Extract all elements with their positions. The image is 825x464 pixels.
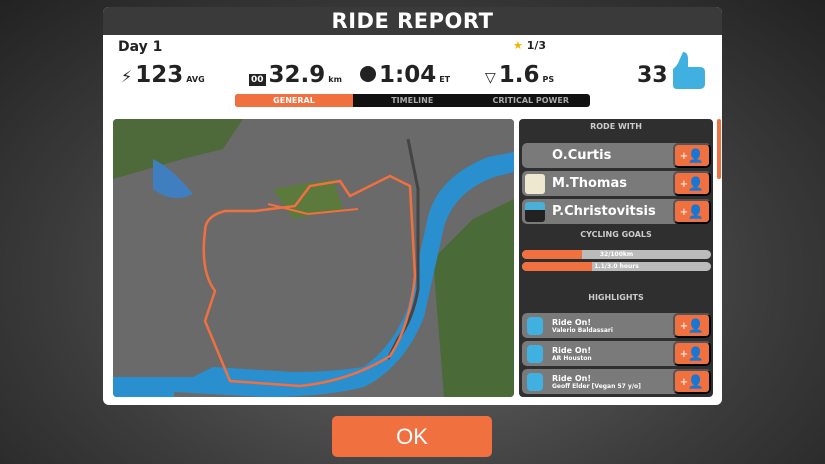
distance-unit: km	[328, 75, 342, 84]
tab-general[interactable]: GENERAL	[235, 94, 353, 107]
pizza-unit: PS	[542, 75, 555, 84]
rider-row[interactable]: M.Thomas +👤	[522, 171, 711, 196]
follow-button[interactable]: +👤	[673, 313, 711, 338]
jersey-icon	[525, 173, 545, 194]
highlight-name: Geoff Elder [Vegan 57 y/o]	[552, 382, 641, 390]
rider-name: M.Thomas	[552, 176, 627, 191]
highlight-name: Valerio Baldassari	[552, 326, 613, 334]
river	[113, 152, 514, 397]
cycling-goals-header: CYCLING GOALS	[580, 230, 652, 239]
time-goal-bar: 1.1/3.0 hours	[522, 262, 711, 271]
avg-power-unit: AVG	[186, 75, 205, 84]
thumbs-up-icon	[527, 345, 543, 363]
pizza-value: 1.6	[498, 62, 540, 88]
distance-goal-bar: 32/100km	[522, 250, 711, 259]
ride-on-count: 33	[637, 63, 668, 88]
pizza-stat: ▽ 1.6 PS	[485, 62, 554, 88]
ride-report-dialog: RIDE REPORT Day 1 ⚡ 123 AVG 00 32.9 km 1:0…	[103, 7, 722, 405]
day-label: Day 1	[118, 39, 163, 55]
highlight-row[interactable]: Ride On! AR Houston +👤	[522, 341, 711, 366]
follow-button[interactable]: +👤	[673, 143, 711, 168]
pond	[153, 159, 193, 198]
side-panel-scrollbar[interactable]	[717, 119, 721, 179]
time-value: 1:04	[379, 62, 437, 88]
park-area	[113, 119, 243, 179]
star-icon: ★	[513, 39, 523, 52]
ok-button[interactable]: OK	[332, 416, 492, 457]
side-panel: RODE WITH O.Curtis +👤 M.Thomas +👤 P.Christ…	[519, 119, 713, 397]
rider-row[interactable]: O.Curtis +👤	[522, 143, 711, 168]
clock-icon	[360, 66, 376, 82]
jersey-icon	[525, 201, 545, 222]
rider-row[interactable]: P.Christovitsis +👤	[522, 199, 711, 224]
highlight-row[interactable]: Ride On! Geoff Elder [Vegan 57 y/o] +👤	[522, 369, 711, 394]
distance-value: 32.9	[268, 62, 326, 88]
star-count: 1/3	[526, 39, 547, 52]
follow-button[interactable]: +👤	[673, 171, 711, 196]
route-map[interactable]	[113, 119, 514, 397]
rode-with-header: RODE WITH	[590, 122, 642, 131]
highlight-name: AR Houston	[552, 354, 592, 362]
avg-power-value: 123	[135, 62, 184, 88]
tab-timeline[interactable]: TIMELINE	[391, 96, 434, 105]
follow-button[interactable]: +👤	[673, 369, 711, 394]
highlight-title: Ride On!	[552, 345, 591, 355]
dialog-title: RIDE REPORT	[103, 7, 722, 35]
follow-button[interactable]: +👤	[673, 341, 711, 366]
follow-button[interactable]: +👤	[673, 199, 711, 224]
avg-power-stat: ⚡ 123 AVG	[121, 62, 205, 88]
time-unit: ET	[439, 75, 451, 84]
goal-label: 1.1/3.0 hours	[594, 263, 639, 270]
thumbs-up-icon	[527, 373, 543, 391]
rider-name: P.Christovitsis	[552, 204, 656, 219]
highlight-title: Ride On!	[552, 317, 591, 327]
goal-label: 32/100km	[599, 251, 634, 258]
odometer-icon: 00	[249, 74, 266, 86]
thumbs-up-icon	[527, 317, 543, 335]
highlight-row[interactable]: Ride On! Valerio Baldassari +👤	[522, 313, 711, 338]
goal-progress-fill	[522, 250, 583, 259]
rider-name: O.Curtis	[552, 148, 612, 163]
power-icon: ⚡	[121, 67, 133, 86]
time-stat: 1:04 ET	[360, 62, 450, 88]
distance-stat: 00 32.9 km	[249, 62, 342, 88]
report-tabs: GENERAL TIMELINE CRITICAL POWER	[235, 94, 590, 107]
highlights-header: HIGHLIGHTS	[588, 293, 644, 302]
tab-critical-power[interactable]: CRITICAL POWER	[492, 96, 570, 105]
park-area	[433, 199, 514, 397]
route-line	[202, 174, 417, 388]
thumbs-up-icon	[673, 52, 705, 89]
goal-progress-fill	[522, 262, 592, 271]
star-rating: ★ 1/3	[513, 39, 546, 52]
pizza-icon: ▽	[485, 70, 496, 86]
highlight-title: Ride On!	[552, 373, 591, 383]
